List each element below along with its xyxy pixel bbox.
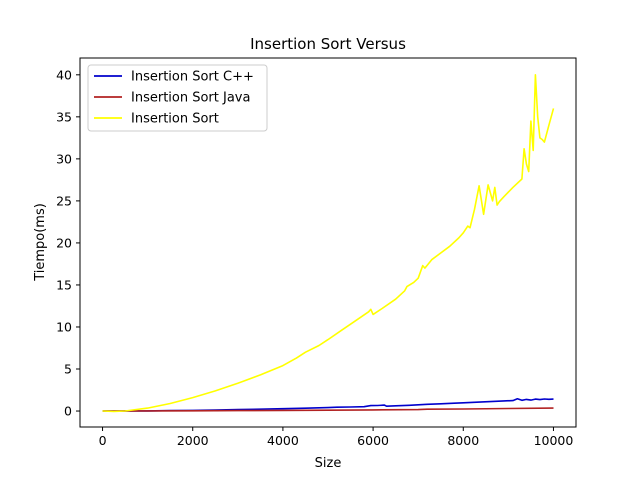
y-tick-label-1: 5 (64, 362, 72, 377)
y-tick-label-8: 40 (56, 67, 72, 82)
y-tick-label-4: 20 (56, 235, 72, 250)
y-tick-label-5: 25 (56, 193, 72, 208)
series-line-3 (102, 74, 555, 413)
x-tick-label-4: 8000 (447, 433, 479, 448)
series-layer (102, 74, 555, 413)
x-tick-label-2: 4000 (267, 433, 299, 448)
legend-entries: Insertion Sort C++ Insertion Sort Java Ins… (94, 70, 254, 127)
x-tick-label-0: 0 (99, 433, 107, 448)
legend: Insertion Sort C++ Insertion Sort Java Ins… (87, 64, 268, 132)
series-line-1 (102, 397, 554, 412)
x-axis-title: Size (315, 456, 342, 471)
legend-box (87, 64, 268, 132)
legend-label-1: Insertion Sort C++ (131, 70, 254, 85)
y-tick-label-2: 10 (56, 319, 72, 334)
y-axis-title: Tiempo(ms) (33, 203, 48, 282)
y-tick-label-0: 0 (64, 404, 72, 419)
chart-title: Insertion Sort Versus (250, 35, 406, 53)
y-tick-label-6: 30 (56, 151, 72, 166)
legend-label-3: Insertion Sort (131, 112, 219, 127)
x-tick-label-1: 2000 (177, 433, 209, 448)
x-tick-label-3: 6000 (357, 433, 389, 448)
series-line-2 (102, 407, 554, 412)
y-axis: 0 5 10 15 20 25 30 35 40 (56, 67, 80, 419)
y-tick-label-7: 35 (56, 109, 72, 124)
x-axis: 0 2000 4000 6000 8000 10000 (99, 427, 574, 448)
x-tick-label-5: 10000 (534, 433, 574, 448)
y-tick-label-3: 15 (56, 277, 72, 292)
legend-label-2: Insertion Sort Java (131, 91, 250, 106)
